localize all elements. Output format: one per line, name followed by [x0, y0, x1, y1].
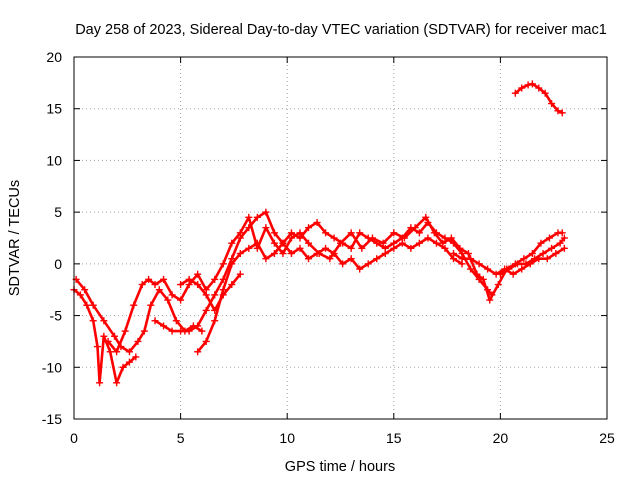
- y-tick-label: 5: [54, 204, 62, 220]
- data-point-marker: [211, 317, 218, 324]
- grid-lines: [74, 57, 607, 419]
- series-track-3: [105, 214, 566, 355]
- y-tick-labels: -15 -10 -5 0 5 10 15 20: [42, 49, 62, 427]
- data-point-marker: [113, 379, 120, 386]
- data-point-marker: [90, 317, 97, 324]
- plot-frame: [74, 57, 607, 419]
- series-track-1: [71, 286, 140, 386]
- data-point-marker: [96, 379, 103, 386]
- series-track-2: [73, 276, 206, 355]
- y-tick-label: -10: [42, 359, 62, 375]
- data-point-marker: [94, 343, 101, 350]
- data-point-marker: [130, 302, 137, 309]
- x-tick-label: 0: [70, 430, 78, 446]
- data-point-marker: [122, 328, 129, 335]
- series-track-6: [177, 271, 244, 314]
- y-tick-label: 20: [46, 49, 62, 65]
- x-tick-label: 20: [493, 430, 509, 446]
- series-track-9: [512, 80, 566, 116]
- x-axis-title: GPS time / hours: [285, 459, 395, 475]
- data-series: [71, 80, 568, 386]
- axis-ticks: [74, 57, 607, 419]
- y-tick-label: 10: [46, 152, 62, 168]
- y-tick-label: 15: [46, 101, 62, 117]
- sdtvar-chart: 0 5 10 15 20 25 -15 -10 -5 0 5 10 15 20 Day 258 of 2…: [0, 0, 640, 480]
- chart-title: Day 258 of 2023, Sidereal Day-to-day VTE…: [75, 22, 607, 38]
- y-tick-label: -5: [50, 308, 63, 324]
- x-tick-labels: 0 5 10 15 20 25: [70, 430, 615, 446]
- x-tick-label: 15: [386, 430, 402, 446]
- series-trace: [198, 238, 462, 352]
- x-tick-label: 10: [279, 430, 295, 446]
- x-tick-label: 5: [177, 430, 185, 446]
- y-axis-title: SDTVAR / TECUs: [7, 180, 23, 296]
- data-point-marker: [100, 333, 107, 340]
- series-track-4: [152, 209, 496, 335]
- x-tick-label: 25: [599, 430, 615, 446]
- y-tick-label: 0: [54, 256, 62, 272]
- y-tick-label: -15: [42, 411, 62, 427]
